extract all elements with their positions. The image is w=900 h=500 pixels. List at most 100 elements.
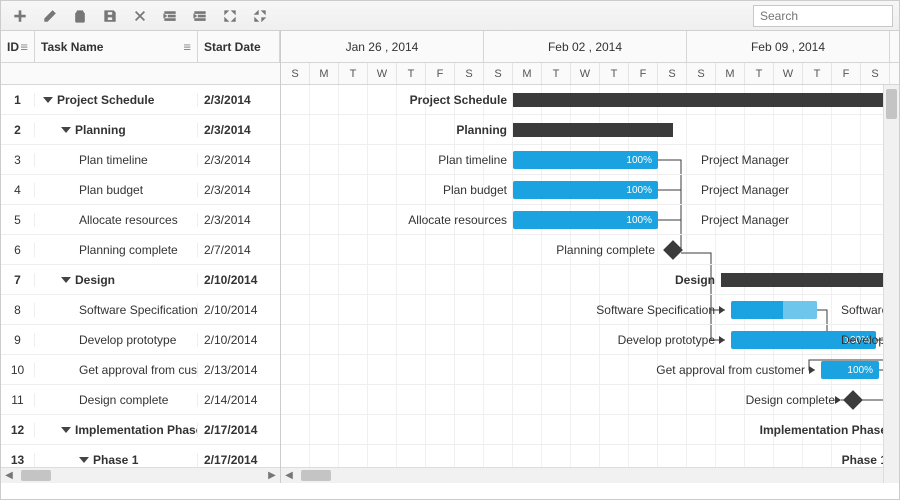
row-id: 5 bbox=[1, 213, 35, 227]
expand-icon[interactable] bbox=[43, 97, 53, 103]
table-row[interactable]: 2Planning2/3/2014 bbox=[1, 115, 280, 145]
row-id: 10 bbox=[1, 363, 35, 377]
table-row[interactable]: 6Planning complete2/7/2014 bbox=[1, 235, 280, 265]
gantt-row: Plan budget100%Project Manager bbox=[281, 175, 899, 205]
table-row[interactable]: 1Project Schedule2/3/2014 bbox=[1, 85, 280, 115]
gantt-row: Planning bbox=[281, 115, 899, 145]
day-header: T bbox=[397, 63, 426, 84]
row-start-date: 2/3/2014 bbox=[198, 123, 280, 137]
row-start-date: 2/3/2014 bbox=[198, 213, 280, 227]
col-header-id[interactable]: ID≡ bbox=[1, 31, 35, 62]
row-start-date: 2/3/2014 bbox=[198, 153, 280, 167]
table-row[interactable]: 7Design2/10/2014 bbox=[1, 265, 280, 295]
indent-icon[interactable] bbox=[187, 5, 213, 27]
table-row[interactable]: 5Allocate resources2/3/2014 bbox=[1, 205, 280, 235]
table-row[interactable]: 11Design complete2/14/2014 bbox=[1, 385, 280, 415]
table-row[interactable]: 13Phase 12/17/2014 bbox=[1, 445, 280, 467]
row-start-date: 2/17/2014 bbox=[198, 453, 280, 467]
col-header-date[interactable]: Start Date bbox=[198, 31, 280, 62]
gantt-row-label: Planning bbox=[456, 123, 507, 137]
task-grid: ID≡ Task Name≡ Start Date 1Project Sched… bbox=[1, 31, 281, 483]
gantt-row: Software Specification60%Software Specif… bbox=[281, 295, 899, 325]
task-bar[interactable]: 60% bbox=[731, 301, 817, 319]
expand-icon[interactable] bbox=[61, 277, 71, 283]
row-task-name: Develop prototype bbox=[35, 333, 198, 347]
table-row[interactable]: 4Plan budget2/3/2014 bbox=[1, 175, 280, 205]
edit-icon[interactable] bbox=[37, 5, 63, 27]
task-bar[interactable]: 100% bbox=[513, 181, 658, 199]
day-header: M bbox=[513, 63, 542, 84]
toolbar bbox=[1, 1, 899, 31]
collapse-icon[interactable] bbox=[247, 5, 273, 27]
row-task-name: Software Specification bbox=[35, 303, 198, 317]
day-header: S bbox=[687, 63, 716, 84]
day-header: T bbox=[745, 63, 774, 84]
milestone-marker[interactable] bbox=[663, 240, 683, 260]
summary-bar[interactable] bbox=[513, 93, 893, 107]
resource-label: Project Manager bbox=[701, 183, 789, 197]
table-row[interactable]: 9Develop prototype2/10/2014 bbox=[1, 325, 280, 355]
gantt-row: Develop prototype100%Develop prototype bbox=[281, 325, 899, 355]
col-header-task[interactable]: Task Name≡ bbox=[35, 31, 198, 62]
gantt-row-label: Develop prototype bbox=[618, 333, 715, 347]
task-bar[interactable]: 100% bbox=[821, 361, 879, 379]
row-start-date: 2/3/2014 bbox=[198, 183, 280, 197]
h-scrollbar-left[interactable]: ◀▶ bbox=[1, 467, 280, 483]
day-header: F bbox=[629, 63, 658, 84]
day-header: S bbox=[861, 63, 890, 84]
search-input[interactable] bbox=[753, 5, 893, 27]
task-bar[interactable]: 100% bbox=[513, 151, 658, 169]
expand-icon[interactable] bbox=[79, 457, 89, 463]
summary-bar[interactable] bbox=[721, 273, 886, 287]
row-id: 2 bbox=[1, 123, 35, 137]
row-id: 13 bbox=[1, 453, 35, 467]
menu-icon[interactable]: ≡ bbox=[183, 39, 191, 54]
summary-bar[interactable] bbox=[513, 123, 673, 137]
gantt-row: Planning complete bbox=[281, 235, 899, 265]
day-header: W bbox=[368, 63, 397, 84]
progress-label: 100% bbox=[847, 365, 873, 376]
outdent-icon[interactable] bbox=[157, 5, 183, 27]
progress-label: 100% bbox=[626, 185, 652, 196]
day-header: S bbox=[484, 63, 513, 84]
task-bar[interactable]: 100% bbox=[513, 211, 658, 229]
gantt-row-label: Design bbox=[675, 273, 715, 287]
row-start-date: 2/10/2014 bbox=[198, 333, 280, 347]
row-start-date: 2/10/2014 bbox=[198, 273, 280, 287]
week-header: Jan 26 , 2014 bbox=[281, 31, 484, 62]
day-header: W bbox=[571, 63, 600, 84]
expand-icon[interactable] bbox=[217, 5, 243, 27]
expand-icon[interactable] bbox=[61, 427, 71, 433]
gantt-row: Phase 1 bbox=[281, 445, 899, 467]
day-header: S bbox=[281, 63, 310, 84]
milestone-marker[interactable] bbox=[843, 390, 863, 410]
week-header: Feb 09 , 2014 bbox=[687, 31, 890, 62]
gantt-row-label: Get approval from customer bbox=[656, 363, 805, 377]
h-scrollbar-right[interactable]: ◀▶ bbox=[281, 467, 899, 483]
day-header: F bbox=[426, 63, 455, 84]
gantt-row: Design complete bbox=[281, 385, 899, 415]
table-row[interactable]: 12Implementation Phase2/17/2014 bbox=[1, 415, 280, 445]
table-row[interactable]: 10Get approval from customer2/13/2014 bbox=[1, 355, 280, 385]
day-header: M bbox=[310, 63, 339, 84]
delete-icon[interactable] bbox=[67, 5, 93, 27]
day-header: T bbox=[339, 63, 368, 84]
gantt-row-label: Implementation Phase bbox=[760, 423, 887, 437]
table-row[interactable]: 3Plan timeline2/3/2014 bbox=[1, 145, 280, 175]
row-task-name: Planning bbox=[35, 123, 198, 137]
row-start-date: 2/10/2014 bbox=[198, 303, 280, 317]
gantt-row-label: Design complete bbox=[746, 393, 835, 407]
v-scrollbar[interactable] bbox=[883, 85, 899, 483]
progress-label: 60% bbox=[791, 305, 811, 316]
row-task-name: Implementation Phase bbox=[35, 423, 198, 437]
gantt-row: Design bbox=[281, 265, 899, 295]
table-row[interactable]: 8Software Specification2/10/2014 bbox=[1, 295, 280, 325]
save-icon[interactable] bbox=[97, 5, 123, 27]
expand-icon[interactable] bbox=[61, 127, 71, 133]
gantt-row: Implementation Phase bbox=[281, 415, 899, 445]
day-header: S bbox=[658, 63, 687, 84]
add-icon[interactable] bbox=[7, 5, 33, 27]
cancel-icon[interactable] bbox=[127, 5, 153, 27]
menu-icon[interactable]: ≡ bbox=[20, 39, 28, 54]
row-start-date: 2/14/2014 bbox=[198, 393, 280, 407]
